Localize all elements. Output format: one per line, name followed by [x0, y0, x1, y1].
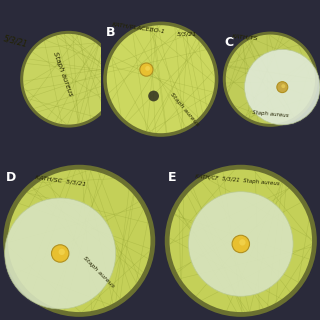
Circle shape — [223, 32, 318, 127]
Text: Staph aureus: Staph aureus — [169, 92, 200, 127]
Circle shape — [170, 170, 312, 312]
Circle shape — [232, 235, 250, 253]
Text: KATH/TS: KATH/TS — [232, 34, 259, 41]
Circle shape — [188, 192, 293, 296]
Circle shape — [23, 34, 114, 124]
Circle shape — [107, 25, 215, 133]
Circle shape — [244, 50, 320, 125]
Circle shape — [145, 66, 150, 71]
Circle shape — [3, 165, 155, 317]
Circle shape — [59, 249, 65, 255]
Circle shape — [20, 31, 117, 128]
Text: E: E — [168, 171, 176, 184]
Circle shape — [165, 165, 317, 317]
Circle shape — [5, 198, 116, 309]
Text: Staph aureus: Staph aureus — [52, 51, 73, 97]
Circle shape — [103, 22, 218, 137]
Text: KATH/PLACEBO-1: KATH/PLACEBO-1 — [112, 21, 166, 34]
Circle shape — [52, 245, 69, 262]
Text: B: B — [106, 27, 115, 39]
Circle shape — [148, 91, 159, 101]
Circle shape — [277, 82, 288, 92]
Circle shape — [140, 63, 153, 76]
Circle shape — [226, 35, 315, 124]
Text: KATH/SC  5/3/21: KATH/SC 5/3/21 — [35, 175, 86, 187]
Circle shape — [281, 84, 285, 88]
Text: Staph aureus: Staph aureus — [252, 110, 289, 118]
Circle shape — [239, 239, 245, 245]
Text: D: D — [6, 171, 17, 184]
Text: 5/3/21: 5/3/21 — [2, 33, 28, 48]
Text: 5/3/21: 5/3/21 — [177, 31, 197, 36]
Circle shape — [8, 170, 150, 312]
Text: KATH/CF  5/3/21  Staph aureus: KATH/CF 5/3/21 Staph aureus — [195, 174, 280, 187]
Text: C: C — [225, 36, 234, 49]
Text: Staph aureus: Staph aureus — [82, 256, 115, 289]
